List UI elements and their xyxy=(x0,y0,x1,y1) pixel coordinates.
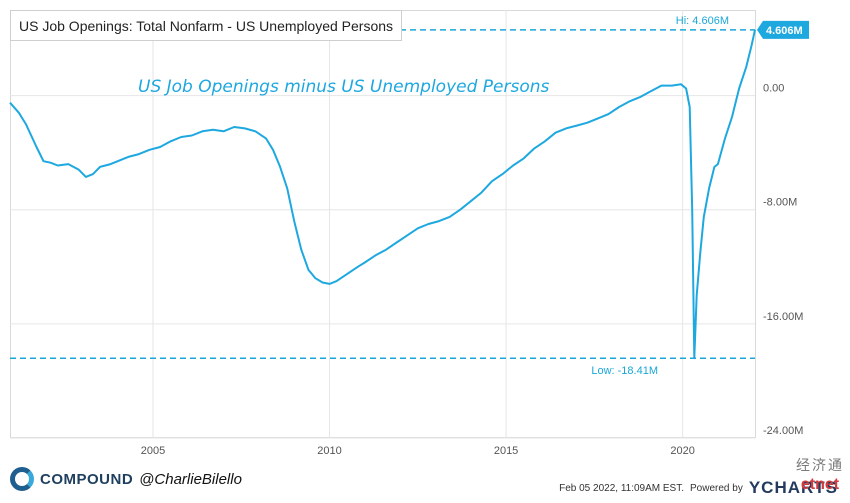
footer-branding: COMPOUND @CharlieBilello xyxy=(10,464,242,494)
series-layer xyxy=(9,29,756,360)
current-value-badge-group: 4.606M xyxy=(757,20,809,39)
x-tick-label: 2015 xyxy=(494,445,518,457)
y-tick-label: 0.00 xyxy=(763,83,784,95)
compound-logo-icon xyxy=(10,467,34,491)
y-tick-label: -8.00M xyxy=(763,197,797,209)
watermark-logo: etnet xyxy=(800,476,840,493)
timestamp: Feb 05 2022, 11:09AM EST. xyxy=(559,482,685,494)
y-tick-label: -24.00M xyxy=(763,425,803,437)
x-tick-label: 2020 xyxy=(670,445,694,457)
series-line xyxy=(9,29,756,360)
chart-title: US Job Openings: Total Nonfarm - US Unem… xyxy=(10,10,403,41)
powered-by-label: Powered by xyxy=(690,482,743,494)
current-value-badge xyxy=(757,20,809,39)
author-handle: @CharlieBilello xyxy=(139,470,242,488)
low-reference-label: Low: -18.41M xyxy=(591,365,658,377)
brand-name: COMPOUND xyxy=(40,470,134,488)
etnet-watermark: 经济通 etnet xyxy=(796,455,844,499)
reference-lines: Hi: 4.606M Low: -18.41M xyxy=(10,15,755,377)
x-tick-label: 2010 xyxy=(317,445,341,457)
x-tick-label: 2005 xyxy=(141,445,165,457)
hi-reference-label: Hi: 4.606M xyxy=(676,15,729,27)
footer-credits: Feb 05 2022, 11:09AM EST. Powered by YCH… xyxy=(559,478,838,498)
axis-labels: 0.00 -8.00M -16.00M -24.00M 2005 2010 2015 2020 xyxy=(141,83,804,457)
y-tick-label: -16.00M xyxy=(763,311,803,323)
current-value-badge-label: 4.606M xyxy=(766,25,803,37)
ycharts-logo[interactable]: YCHARTS xyxy=(748,478,838,497)
chart-annotation: US Job Openings minus US Unemployed Pers… xyxy=(138,77,550,97)
grid-lines xyxy=(10,10,755,439)
watermark-text: 经济通 xyxy=(796,457,844,473)
